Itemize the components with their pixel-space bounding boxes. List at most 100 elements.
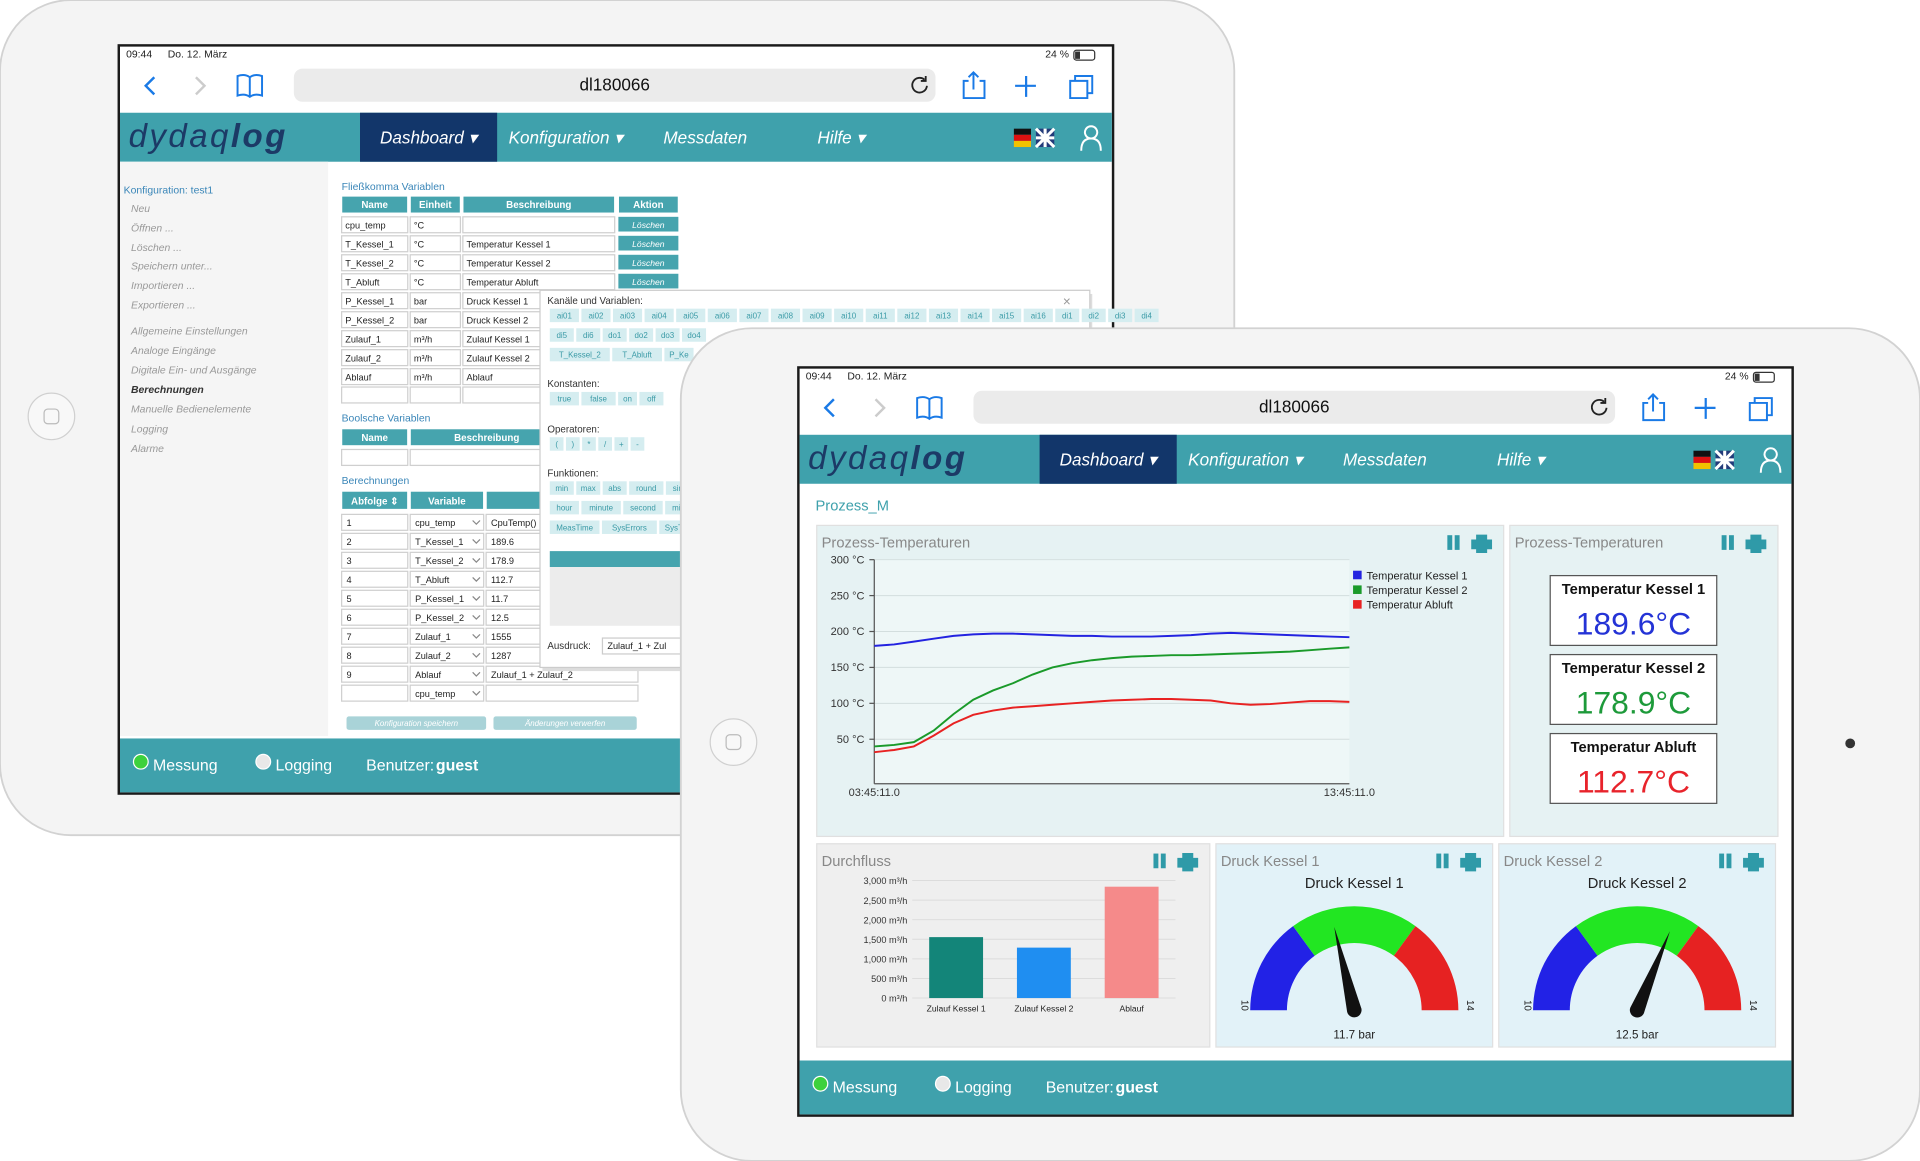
chip[interactable] [960, 308, 990, 323]
popup-close[interactable]: × [1063, 294, 1071, 309]
table-cell[interactable] [409, 608, 485, 626]
pause-button[interactable] [1719, 853, 1725, 869]
delete-button[interactable] [618, 273, 679, 289]
button[interactable] [346, 716, 487, 730]
pause-button[interactable] [1153, 853, 1159, 869]
menu-item[interactable]: Dashboard ▾ [380, 127, 480, 147]
table-cell[interactable] [462, 235, 616, 253]
back-button[interactable] [823, 398, 835, 418]
table-cell[interactable] [409, 292, 462, 310]
table-cell[interactable] [409, 551, 485, 569]
chip[interactable] [992, 308, 1022, 323]
table-cell[interactable] [341, 216, 409, 234]
table-cell[interactable] [341, 349, 409, 367]
chip[interactable] [655, 328, 680, 342]
table-cell[interactable] [409, 330, 462, 348]
table-cell[interactable] [409, 532, 485, 550]
table-cell[interactable] [462, 216, 616, 234]
reload-icon[interactable] [1590, 398, 1608, 416]
sidebar-item[interactable]: Digitale Ein- und Ausgänge [131, 366, 257, 377]
table-cell[interactable] [341, 386, 409, 404]
footer-measure[interactable]: Messung [153, 757, 218, 774]
sidebar-item[interactable]: Löschen ... [131, 243, 182, 254]
new-tab-icon[interactable] [1694, 398, 1716, 419]
table-cell[interactable] [341, 589, 409, 607]
chip[interactable] [639, 391, 664, 406]
home-button[interactable] [709, 718, 758, 767]
chip[interactable] [549, 347, 610, 362]
table-cell[interactable] [341, 646, 409, 664]
table-cell[interactable] [341, 513, 409, 531]
footer-logging[interactable]: Logging [955, 1079, 1012, 1096]
table-cell[interactable] [462, 273, 616, 291]
print-button[interactable] [1177, 852, 1199, 872]
delete-button[interactable] [618, 235, 679, 251]
sidebar-item[interactable]: Berechnungen [131, 385, 204, 396]
menu-item[interactable]: Konfiguration ▾ [1188, 449, 1305, 469]
chip[interactable] [629, 328, 654, 342]
chip[interactable] [581, 500, 621, 515]
table-cell[interactable] [341, 570, 409, 588]
pause-button[interactable] [1726, 853, 1732, 869]
menu-item[interactable]: Hilfe ▾ [1497, 449, 1547, 469]
table-cell[interactable] [341, 448, 409, 467]
footer-logging[interactable]: Logging [276, 757, 333, 774]
chip[interactable] [1055, 308, 1080, 323]
share-icon[interactable] [1642, 392, 1666, 422]
delete-button[interactable] [618, 216, 679, 232]
chip[interactable] [865, 308, 895, 323]
share-icon[interactable] [962, 70, 986, 100]
chip[interactable] [614, 437, 629, 451]
table-cell[interactable] [341, 608, 409, 626]
chip[interactable] [601, 520, 657, 534]
sidebar-item[interactable]: Logging [131, 424, 168, 435]
chip[interactable] [598, 437, 612, 451]
table-cell[interactable] [409, 349, 462, 367]
chip[interactable] [576, 328, 601, 342]
delete-button[interactable] [618, 254, 679, 270]
flag-de[interactable] [1693, 450, 1711, 457]
table-cell[interactable] [409, 311, 462, 329]
chip[interactable] [682, 328, 707, 342]
chip[interactable] [897, 308, 927, 323]
table-cell[interactable] [409, 589, 485, 607]
table-cell[interactable] [341, 292, 409, 310]
tabs-icon[interactable] [1748, 397, 1773, 422]
pause-button[interactable] [1721, 535, 1727, 550]
chip[interactable] [576, 481, 601, 495]
url-bar[interactable] [293, 68, 936, 102]
chip[interactable] [630, 437, 645, 451]
button[interactable] [493, 716, 637, 730]
tabs-icon[interactable] [1069, 75, 1094, 100]
chip[interactable] [549, 520, 600, 534]
user-icon[interactable] [1759, 447, 1782, 473]
chip[interactable] [802, 308, 832, 323]
chip[interactable] [602, 328, 627, 342]
print-button[interactable] [1745, 534, 1767, 553]
url-bar[interactable] [973, 390, 1616, 424]
print-button[interactable] [1743, 852, 1764, 872]
table-cell[interactable] [409, 254, 462, 272]
table-cell[interactable] [341, 532, 409, 550]
chip[interactable] [618, 391, 637, 406]
pause-button[interactable] [1443, 853, 1449, 869]
sidebar-item[interactable]: Speichern unter... [131, 261, 213, 272]
chip[interactable] [1023, 308, 1053, 323]
chip[interactable] [1081, 308, 1106, 323]
sidebar-item[interactable]: Alarme [130, 444, 164, 455]
table-cell[interactable] [341, 368, 409, 386]
footer-measure[interactable]: Messung [833, 1079, 898, 1096]
table-cell[interactable] [341, 627, 409, 645]
table-cell[interactable] [409, 368, 462, 386]
table-cell[interactable] [341, 684, 409, 702]
new-tab-icon[interactable] [1015, 76, 1036, 97]
bookmarks-icon[interactable] [916, 396, 943, 421]
sidebar-item[interactable]: Exportieren ... [131, 301, 196, 312]
menu-item[interactable]: Konfiguration ▾ [509, 127, 626, 147]
chip[interactable] [644, 308, 674, 323]
chip[interactable] [623, 500, 663, 515]
home-button[interactable] [27, 392, 76, 441]
chip[interactable] [770, 308, 801, 323]
chip[interactable] [549, 391, 579, 406]
chip[interactable] [612, 308, 643, 323]
